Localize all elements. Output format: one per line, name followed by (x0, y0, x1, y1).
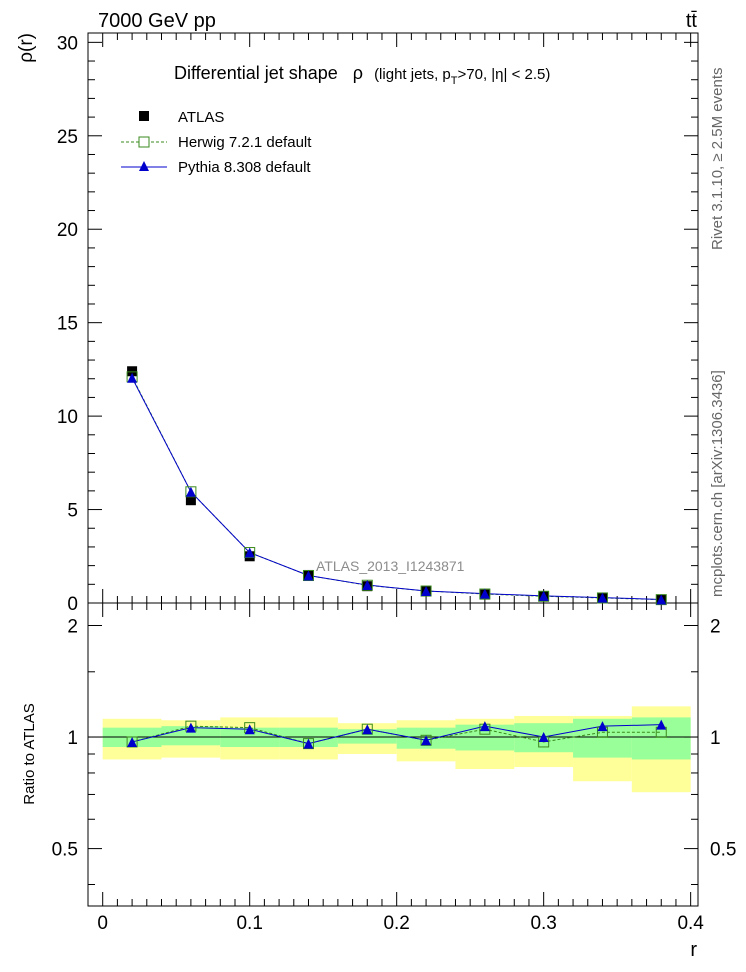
x-tick-label: 0.1 (236, 913, 262, 934)
plot-title-rho: ρ (353, 63, 363, 83)
ratio-y-tick-label: 2 (67, 616, 78, 637)
legend-marker-atlas (139, 111, 149, 121)
pythia-point (656, 594, 667, 605)
pythia-ratio-point (244, 724, 255, 735)
legend-label-pythia: Pythia 8.308 default (178, 159, 311, 176)
pythia-ratio-point (127, 736, 138, 747)
ratio-y-axis-title: Ratio to ATLAS (21, 703, 38, 804)
main-axis-ticks: 0 5 10 15 20 25 30 (57, 33, 698, 615)
rivet-label: Rivet 3.1.10, ≥ 2.5M events (709, 68, 726, 251)
pythia-point (479, 588, 490, 599)
x-axis-title: r (690, 939, 697, 961)
legend-marker-herwig (138, 136, 150, 148)
y-tick-label: 20 (57, 220, 78, 241)
pythia-ratio-point (479, 721, 490, 732)
plot-title: Differential jet shape ρ (light jets, pT… (174, 63, 550, 87)
y-tick-label: 25 (57, 127, 78, 148)
legend-label-herwig: Herwig 7.2.1 default (178, 134, 312, 151)
pythia-line (131, 377, 662, 600)
ratio-y-tick-label-right: 1 (710, 728, 721, 749)
x-tick-label: 0.2 (383, 913, 409, 934)
ratio-y-tick-label: 1 (67, 728, 78, 749)
ratio-y-tick-label: 0.5 (52, 840, 78, 861)
process-label: tt̄ (686, 10, 698, 32)
legend: ATLAS Herwig 7.2.1 default Pythia 8.308 … (121, 109, 312, 176)
ratio-y-tick-label-right: 2 (710, 616, 721, 637)
x-tick-label: 0.4 (677, 913, 704, 934)
y-axis-title: ρ(r) (16, 33, 37, 63)
plot-title-main: Differential jet shape (174, 63, 338, 83)
pythia-point (421, 586, 432, 597)
plot-title-subscript: T (451, 75, 458, 87)
pythia-ratio-line (131, 724, 662, 745)
pythia-point (538, 590, 549, 601)
pythia-ratio-point (538, 732, 549, 743)
pythia-ratio-point (421, 735, 432, 746)
legend-label-atlas: ATLAS (178, 109, 224, 126)
ratio-axis-ticks: 0.5 0.5 1 1 2 2 0 0.1 0.2 0.3 0.4 (52, 603, 736, 934)
plot-title-detail: (light jets, p (374, 66, 451, 83)
pythia-point (362, 580, 373, 591)
pythia-ratio-point (597, 721, 608, 732)
analysis-watermark: ATLAS_2013_I1243871 (316, 558, 465, 574)
y-tick-label: 0 (67, 594, 78, 615)
pythia-ratio-point (362, 724, 373, 735)
collision-label: 7000 GeV pp (98, 10, 216, 32)
x-tick-label: 0 (97, 913, 108, 934)
ratio-uncertainty-bands (102, 706, 691, 793)
ratio-plot-series (126, 719, 667, 750)
y-tick-label: 5 (67, 501, 78, 522)
pythia-point (303, 570, 314, 581)
pythia-point (597, 592, 608, 603)
plot-title-detail-end: >70, |η| < 2.5) (458, 66, 551, 83)
y-tick-label: 15 (57, 314, 78, 335)
pythia-point (244, 547, 255, 558)
pythia-point (185, 486, 196, 497)
main-plot-series (126, 366, 667, 606)
pythia-ratio-point (656, 719, 667, 730)
x-tick-label: 0.3 (530, 913, 556, 934)
y-tick-label: 30 (57, 33, 78, 54)
y-tick-label: 10 (57, 407, 78, 428)
mcplots-label: mcplots.cern.ch [arXiv:1306.3436] (709, 370, 726, 597)
atlas-point (185, 495, 196, 506)
ratio-y-tick-label-right: 0.5 (710, 840, 736, 861)
pythia-ratio-point (185, 722, 196, 733)
legend-marker-pythia (139, 161, 149, 171)
pythia-point (127, 372, 138, 383)
atlas-point (127, 366, 138, 377)
pythia-ratio-point (303, 738, 314, 749)
